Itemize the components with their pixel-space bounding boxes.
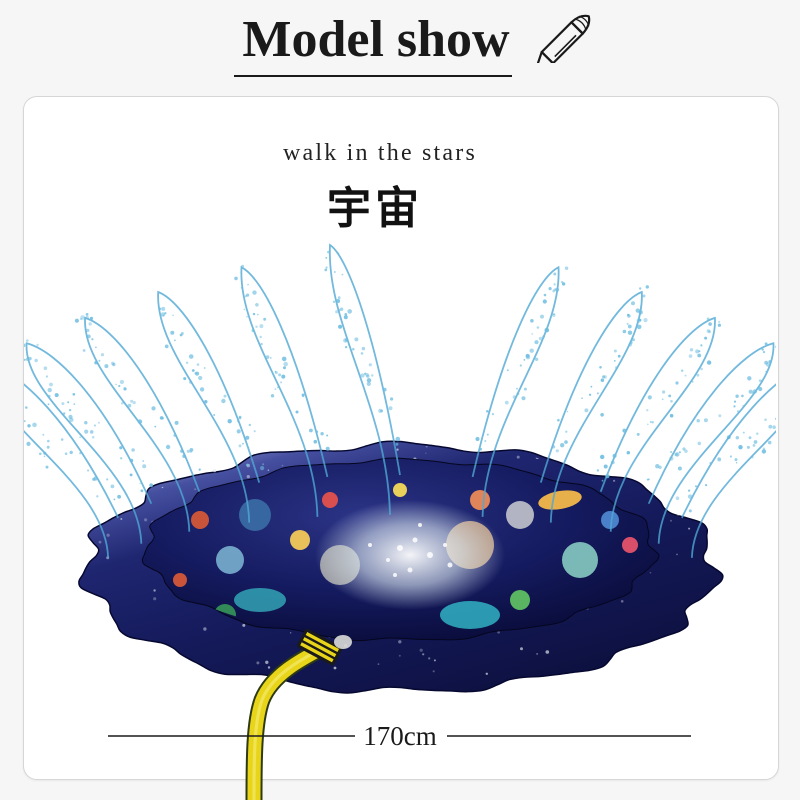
svg-text:170cm: 170cm [363,721,437,751]
